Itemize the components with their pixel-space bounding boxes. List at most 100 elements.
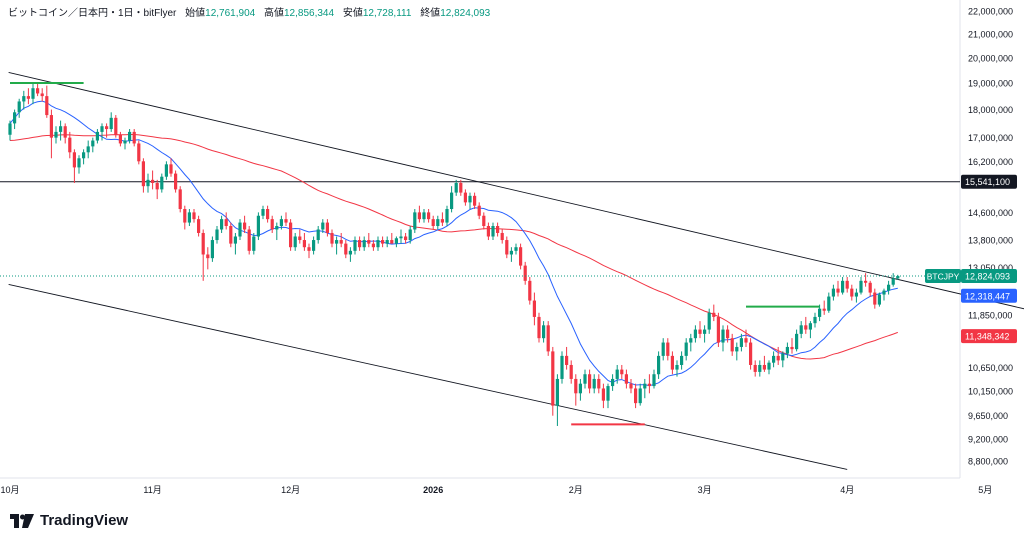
time-axis[interactable]: 10月 11月 12月 2026 2月 3月 4月 5月 bbox=[0, 485, 992, 495]
candle bbox=[137, 140, 141, 165]
candle bbox=[703, 325, 707, 343]
candle-body bbox=[105, 126, 109, 130]
price-tag-symbol: BTCJPY bbox=[927, 272, 960, 282]
candle bbox=[537, 312, 541, 343]
candle-body bbox=[128, 131, 132, 141]
candle-body bbox=[514, 247, 518, 251]
candle-body bbox=[118, 134, 122, 144]
candle-body bbox=[620, 369, 624, 375]
candle-body bbox=[689, 338, 693, 343]
price-tag-box bbox=[961, 288, 1017, 303]
candle-body bbox=[45, 96, 49, 116]
candle-body bbox=[505, 240, 509, 255]
candle-body bbox=[546, 325, 550, 352]
candle-body bbox=[358, 240, 362, 248]
candle bbox=[528, 276, 532, 305]
candle-body bbox=[537, 316, 541, 339]
candle bbox=[109, 112, 113, 132]
candle bbox=[77, 155, 81, 174]
candle-body bbox=[684, 342, 688, 356]
candle-body bbox=[896, 276, 900, 279]
candle-body bbox=[850, 288, 854, 297]
candle bbox=[578, 378, 582, 401]
tradingview-branding[interactable]: TradingView bbox=[10, 512, 128, 529]
price-axis[interactable]: 22,000,000 21,000,000 20,000,000 19,000,000… bbox=[968, 7, 1013, 467]
y-tick-label: 13,800,000 bbox=[968, 236, 1013, 246]
candle-body bbox=[330, 232, 334, 244]
candle-body bbox=[385, 240, 389, 244]
candle bbox=[652, 369, 656, 389]
candle bbox=[8, 120, 12, 141]
candle-body bbox=[486, 226, 490, 237]
candle-body bbox=[174, 173, 178, 190]
candle-body bbox=[348, 250, 352, 255]
candle bbox=[325, 219, 329, 237]
candle-body bbox=[316, 229, 320, 241]
candle bbox=[362, 236, 366, 251]
candle bbox=[638, 383, 642, 406]
candle bbox=[40, 88, 44, 102]
candle bbox=[68, 131, 72, 159]
candle-body bbox=[26, 96, 30, 99]
candle bbox=[873, 288, 877, 309]
candle bbox=[394, 236, 398, 248]
candle-body bbox=[376, 240, 380, 248]
candle-body bbox=[629, 383, 633, 389]
candle-body bbox=[827, 296, 831, 311]
candle-body bbox=[422, 212, 426, 220]
candle-body bbox=[739, 338, 743, 347]
candle-body bbox=[790, 346, 794, 350]
candle-body bbox=[215, 229, 219, 241]
candle bbox=[500, 229, 504, 244]
candle bbox=[164, 161, 168, 180]
y-tick-label: 14,600,000 bbox=[968, 208, 1013, 218]
candle bbox=[348, 247, 352, 262]
candle bbox=[440, 212, 444, 227]
candle-body bbox=[238, 222, 242, 237]
candle bbox=[698, 321, 702, 339]
high-label: 高値 bbox=[263, 8, 284, 19]
candle bbox=[666, 338, 670, 361]
candle bbox=[477, 202, 481, 220]
candle bbox=[555, 374, 559, 426]
candle bbox=[298, 229, 302, 244]
candle-body bbox=[583, 374, 587, 384]
candle bbox=[22, 90, 26, 110]
candle bbox=[491, 222, 495, 241]
candle bbox=[160, 173, 164, 193]
candle-body bbox=[335, 240, 339, 244]
candle-body bbox=[509, 250, 513, 255]
candle-body bbox=[82, 152, 86, 159]
candle bbox=[399, 229, 403, 244]
candle bbox=[252, 232, 256, 255]
candle-body bbox=[413, 212, 417, 230]
candle-body bbox=[201, 232, 205, 255]
x-tick-label: 3月 bbox=[698, 485, 712, 495]
y-tick-label: 16,200,000 bbox=[968, 157, 1013, 167]
candle-body bbox=[693, 329, 697, 339]
candle-body bbox=[477, 205, 481, 216]
candle bbox=[54, 126, 58, 144]
candle-body bbox=[799, 325, 803, 334]
candle bbox=[854, 288, 858, 303]
candle-body bbox=[109, 117, 113, 130]
y-tick-label: 8,800,000 bbox=[968, 456, 1008, 466]
candle bbox=[643, 378, 647, 399]
candle-body bbox=[836, 288, 840, 293]
candle bbox=[31, 83, 35, 105]
candle-body bbox=[854, 292, 858, 297]
candle bbox=[330, 229, 334, 248]
candle bbox=[450, 186, 454, 213]
price-tag-symbol-box bbox=[925, 269, 961, 284]
candle-body bbox=[785, 346, 789, 354]
candle-body bbox=[275, 226, 279, 230]
candle bbox=[762, 355, 766, 372]
candle-body bbox=[160, 176, 164, 190]
candle-body bbox=[8, 123, 12, 135]
candle bbox=[624, 369, 628, 389]
candle bbox=[233, 232, 237, 255]
price-tag: 11,348,342 bbox=[961, 329, 1017, 344]
candle bbox=[385, 236, 389, 248]
candle bbox=[293, 232, 297, 251]
